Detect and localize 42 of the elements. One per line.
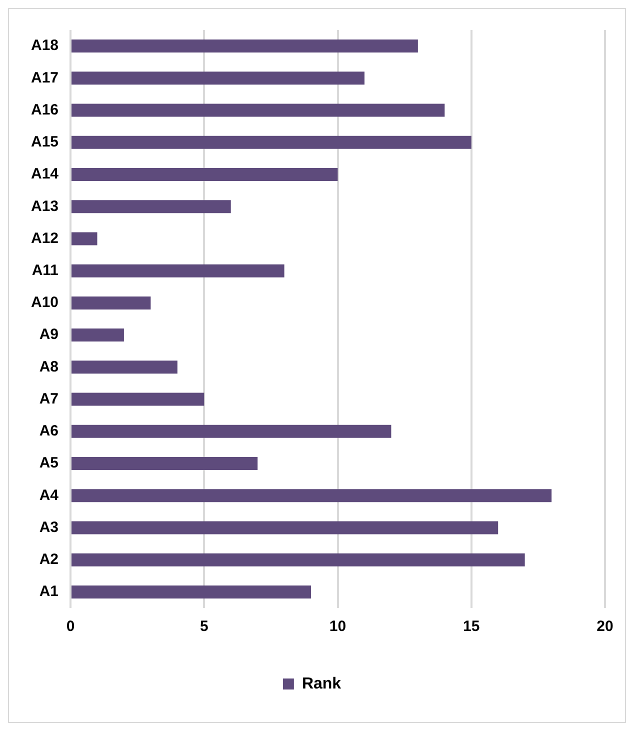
y-tick-label: A15 — [30, 134, 59, 151]
y-tick-label: A11 — [32, 262, 59, 279]
bar — [72, 296, 151, 310]
x-tick-label: 5 — [200, 618, 208, 636]
bar — [72, 424, 392, 438]
bar — [72, 264, 284, 278]
bar — [72, 457, 258, 470]
y-tick-label: A14 — [30, 166, 60, 183]
y-tick-label: A2 — [39, 550, 59, 568]
bar — [72, 168, 338, 182]
bar — [72, 40, 418, 53]
y-tick-label: A1 — [39, 583, 59, 600]
bar — [72, 232, 98, 246]
bar — [72, 104, 445, 117]
y-tick-label: A13 — [30, 198, 59, 215]
y-tick-label: A18 — [30, 37, 59, 54]
y-tick-label: A10 — [30, 294, 59, 312]
x-tick-label: 15 — [463, 618, 480, 636]
y-tick-label: A5 — [39, 454, 59, 472]
x-tick-label: 10 — [329, 618, 346, 636]
bar — [72, 200, 231, 214]
bar — [72, 136, 472, 149]
bar — [72, 553, 525, 566]
bar — [72, 72, 364, 85]
x-tick-label: 20 — [596, 618, 614, 636]
y-tick-label: A16 — [30, 101, 59, 118]
bar — [72, 585, 312, 598]
y-tick-label: A12 — [30, 230, 59, 247]
y-tick-label: A17 — [30, 69, 59, 86]
bar — [72, 360, 178, 374]
bar — [72, 521, 498, 534]
bar — [72, 328, 124, 342]
bar — [72, 489, 552, 502]
y-tick-label: A3 — [39, 518, 59, 536]
y-tick-label: A4 — [39, 486, 60, 504]
y-tick-label: A8 — [39, 358, 59, 376]
y-tick-label: A7 — [39, 390, 59, 408]
y-tick-label: A6 — [39, 422, 59, 440]
legend-label: Rank — [302, 675, 342, 692]
y-tick-label: A9 — [39, 326, 59, 344]
bar — [72, 392, 204, 406]
x-tick-label: 0 — [66, 618, 75, 636]
